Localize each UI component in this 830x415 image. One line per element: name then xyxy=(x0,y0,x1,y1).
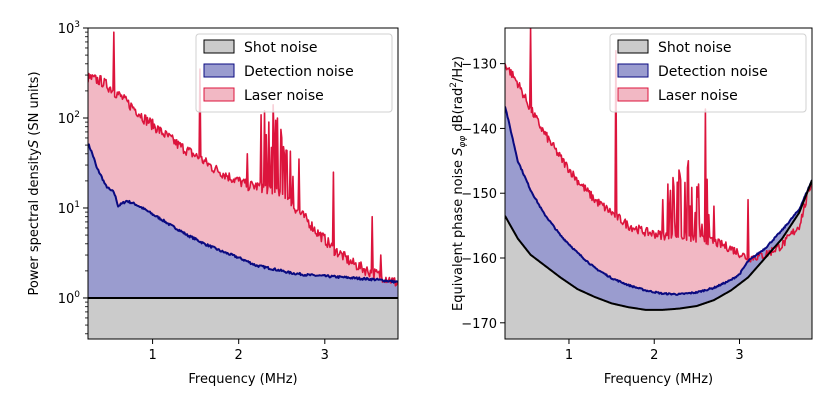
area-det xyxy=(505,106,812,339)
line-shot xyxy=(505,179,812,311)
legend-box xyxy=(195,33,393,113)
legend: Shot noise Detection noise Laser noise xyxy=(195,33,393,113)
chart-panel-2: 1 2 3 −170 −160 −150 −140 −130 Frequency (MHz) Eq… xyxy=(449,27,813,387)
legend-swatch-laser xyxy=(203,87,235,102)
y-tick: −150 xyxy=(461,187,505,202)
y-axis-label: Equivalent phase noise Sφφ dB(rad2/Hz) xyxy=(449,56,468,311)
legend-swatch-shot xyxy=(203,39,235,54)
legend-label-det: Detection noise xyxy=(658,64,768,80)
legend-swatch-shot xyxy=(617,39,649,54)
area-shot xyxy=(88,297,398,339)
area-det xyxy=(88,144,398,339)
y-tick: 100 xyxy=(58,290,88,307)
x-tick: 2 xyxy=(650,339,658,363)
plot-area xyxy=(88,31,398,339)
x-tick-label: 3 xyxy=(735,348,743,363)
x-tick-label: 1 xyxy=(565,348,573,363)
x-tick: 3 xyxy=(735,339,744,363)
x-tick: 1 xyxy=(565,339,573,363)
y-tick: −140 xyxy=(461,122,505,137)
y-tick: −170 xyxy=(461,317,505,332)
legend: Shot noise Detection noise Laser noise xyxy=(609,33,807,113)
x-tick-label: 2 xyxy=(650,348,658,363)
legend-label-det: Detection noise xyxy=(244,64,354,80)
legend-swatch-laser xyxy=(617,87,649,102)
x-axis-label: Frequency (MHz) xyxy=(188,372,297,387)
y-tick-label: −150 xyxy=(461,187,497,202)
legend-box xyxy=(609,33,807,113)
y-tick-label: −160 xyxy=(461,252,497,267)
x-tick: 2 xyxy=(235,339,243,363)
y-tick: 103 xyxy=(58,20,88,37)
line-laser xyxy=(88,31,398,287)
x-tick-label: 2 xyxy=(235,348,243,363)
y-tick-label: 103 xyxy=(58,20,80,37)
axes-frame xyxy=(504,27,813,340)
line-laser xyxy=(505,28,812,263)
legend-label-laser: Laser noise xyxy=(658,88,738,104)
legend-swatch-det xyxy=(203,63,235,78)
y-tick-label: 101 xyxy=(58,200,80,217)
plot-area xyxy=(505,28,812,339)
chart-panel-1: 1 2 3 100 101 102 103 Frequency (MHz) Power spec… xyxy=(27,20,399,387)
x-tick: 3 xyxy=(321,339,329,363)
legend-label-laser: Laser noise xyxy=(244,88,324,104)
area-shot xyxy=(505,180,812,339)
y-tick-label: 100 xyxy=(58,290,81,307)
legend-swatch-det xyxy=(617,63,649,78)
x-tick: 1 xyxy=(148,339,157,363)
line-det xyxy=(88,143,398,284)
y-tick: 102 xyxy=(58,110,88,127)
legend-label-shot: Shot noise xyxy=(244,40,318,56)
x-axis-label: Frequency (MHz) xyxy=(604,372,713,387)
x-tick-label: 3 xyxy=(321,348,329,363)
y-tick-label: 102 xyxy=(58,110,80,127)
x-tick-label: 1 xyxy=(148,348,156,363)
line-det xyxy=(505,106,812,296)
y-tick-label: −170 xyxy=(461,317,497,332)
legend-label-shot: Shot noise xyxy=(658,40,732,56)
y-axis-label: Power spectral densityS (SN units) xyxy=(27,71,42,295)
y-tick: −130 xyxy=(461,58,505,73)
y-tick: 101 xyxy=(58,200,88,217)
y-tick: −160 xyxy=(461,252,505,267)
y-tick-label: −140 xyxy=(461,122,497,137)
axes-frame xyxy=(87,27,399,340)
y-tick-label: −130 xyxy=(461,58,497,73)
